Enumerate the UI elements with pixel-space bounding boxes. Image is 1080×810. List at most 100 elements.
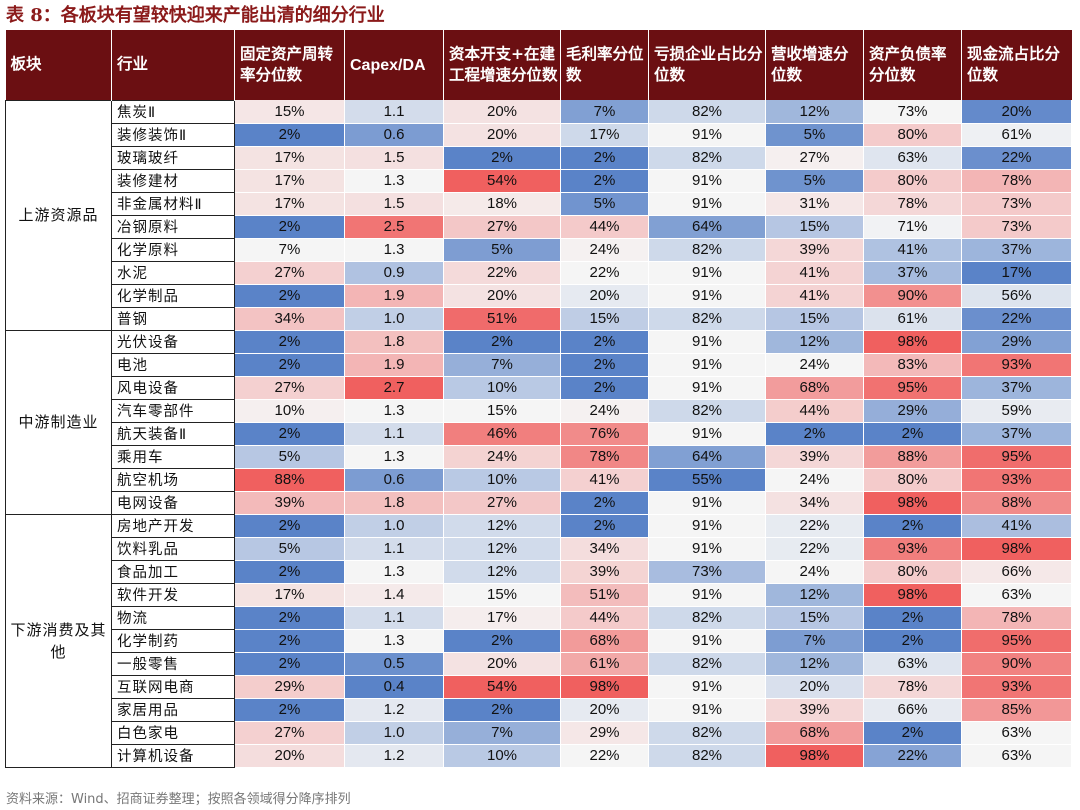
value-cell: 63% (961, 721, 1072, 745)
value-cell: 27% (443, 215, 561, 239)
value-cell: 2% (443, 629, 561, 653)
industry-cell: 家居用品 (111, 698, 235, 722)
value-cell: 2% (234, 284, 345, 308)
value-cell: 68% (560, 629, 649, 653)
value-cell: 93% (863, 537, 962, 561)
value-cell: 34% (234, 307, 345, 331)
table-body: 上游资源品 焦炭Ⅱ 15% 1.1 20% 7% 82% 12% 73% 20% 装修装饰Ⅱ 2% 0.… (5, 99, 1072, 768)
value-cell: 51% (443, 307, 561, 331)
value-cell: 24% (443, 445, 561, 469)
value-cell: 1.3 (344, 629, 444, 653)
value-cell: 85% (961, 698, 1072, 722)
table-row: 白色家电 27% 1.0 7% 29% 82% 68% 2% 63% (6, 721, 1072, 745)
value-cell: 20% (443, 284, 561, 308)
table-row: 航天装备Ⅱ 2% 1.1 46% 76% 91% 2% 2% 37% (6, 422, 1072, 446)
value-cell: 27% (234, 721, 345, 745)
industry-cell: 光伏设备 (111, 329, 235, 354)
value-cell: 1.0 (344, 514, 444, 538)
value-cell: 54% (443, 169, 561, 193)
value-cell: 98% (765, 744, 864, 768)
value-cell: 29% (863, 399, 962, 423)
value-cell: 2.5 (344, 215, 444, 239)
value-cell: 82% (648, 744, 766, 768)
value-cell: 2% (234, 606, 345, 630)
value-cell: 17% (443, 606, 561, 630)
value-cell: 17% (234, 583, 345, 607)
industry-cell: 焦炭Ⅱ (111, 99, 235, 124)
industry-cell: 化学原料 (111, 238, 235, 262)
value-cell: 10% (443, 376, 561, 400)
value-cell: 82% (648, 146, 766, 170)
value-cell: 63% (863, 652, 962, 676)
industry-cell: 非金属材料Ⅱ (111, 192, 235, 216)
industry-table: 板块 行业 固定资产周转率分位数 Capex/DA 资本开支+在建工程增速分位数… (5, 30, 1072, 768)
value-cell: 0.5 (344, 652, 444, 676)
value-cell: 2% (863, 721, 962, 745)
industry-cell: 水泥 (111, 261, 235, 285)
value-cell: 15% (765, 307, 864, 331)
value-cell: 24% (765, 468, 864, 492)
value-cell: 2% (765, 422, 864, 446)
sector-cell: 下游消费及其他 (5, 513, 112, 768)
value-cell: 91% (648, 675, 766, 699)
value-cell: 34% (765, 491, 864, 515)
value-cell: 37% (863, 261, 962, 285)
value-cell: 17% (234, 146, 345, 170)
value-cell: 91% (648, 537, 766, 561)
value-cell: 22% (961, 307, 1072, 331)
industry-cell: 食品加工 (111, 560, 235, 584)
header-sector: 板块 (5, 30, 112, 100)
value-cell: 12% (765, 583, 864, 607)
value-cell: 91% (648, 284, 766, 308)
value-cell: 1.9 (344, 353, 444, 377)
header-gross-margin: 毛利率分位数 (560, 30, 649, 100)
industry-cell: 普钢 (111, 307, 235, 331)
value-cell: 2% (560, 330, 649, 354)
table-row: 家居用品 2% 1.2 2% 20% 91% 39% 66% 85% (6, 698, 1072, 722)
value-cell: 88% (863, 445, 962, 469)
value-cell: 91% (648, 192, 766, 216)
value-cell: 17% (560, 123, 649, 147)
value-cell: 1.5 (344, 146, 444, 170)
value-cell: 2% (234, 698, 345, 722)
value-cell: 22% (863, 744, 962, 768)
header-revenue-growth: 营收增速分位数 (765, 30, 864, 100)
table-row: 上游资源品 焦炭Ⅱ 15% 1.1 20% 7% 82% 12% 73% 20% (5, 99, 1072, 331)
value-cell: 2% (560, 491, 649, 515)
value-cell: 15% (443, 583, 561, 607)
value-cell: 1.0 (344, 721, 444, 745)
value-cell: 0.9 (344, 261, 444, 285)
value-cell: 91% (648, 422, 766, 446)
value-cell: 27% (234, 376, 345, 400)
value-cell: 0.6 (344, 468, 444, 492)
table-row: 电网设备 39% 1.8 27% 2% 91% 34% 98% 88% (6, 491, 1072, 515)
industry-cell: 房地产开发 (111, 513, 235, 538)
value-cell: 1.3 (344, 169, 444, 193)
table-row: 物流 2% 1.1 17% 44% 82% 15% 2% 78% (6, 606, 1072, 630)
table-row: 乘用车 5% 1.3 24% 78% 64% 39% 88% 95% (6, 445, 1072, 469)
value-cell: 1.1 (344, 100, 444, 124)
industry-cell: 玻璃玻纤 (111, 146, 235, 170)
value-cell: 1.1 (344, 606, 444, 630)
value-cell: 22% (560, 261, 649, 285)
value-cell: 31% (765, 192, 864, 216)
value-cell: 66% (961, 560, 1072, 584)
value-cell: 20% (443, 123, 561, 147)
value-cell: 73% (961, 192, 1072, 216)
value-cell: 20% (765, 675, 864, 699)
value-cell: 10% (234, 399, 345, 423)
value-cell: 29% (961, 330, 1072, 354)
value-cell: 98% (863, 583, 962, 607)
industry-cell: 汽车零部件 (111, 399, 235, 423)
table-row: 装修装饰Ⅱ 2% 0.6 20% 17% 91% 5% 80% 61% (6, 123, 1072, 147)
value-cell: 1.1 (344, 537, 444, 561)
value-cell: 91% (648, 491, 766, 515)
value-cell: 37% (961, 238, 1072, 262)
value-cell: 5% (765, 169, 864, 193)
industry-cell: 装修装饰Ⅱ (111, 123, 235, 147)
value-cell: 44% (560, 606, 649, 630)
table-row: 普钢 34% 1.0 51% 15% 82% 15% 61% 22% (6, 307, 1072, 331)
value-cell: 82% (648, 100, 766, 124)
table-row: 电池 2% 1.9 7% 2% 91% 24% 83% 93% (6, 353, 1072, 377)
value-cell: 98% (863, 330, 962, 354)
